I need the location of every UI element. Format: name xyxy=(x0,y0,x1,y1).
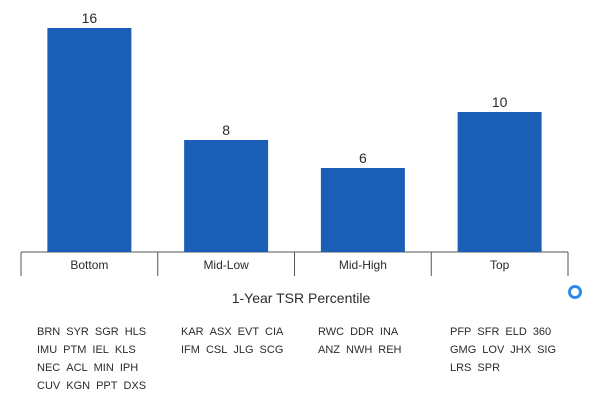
category-label: Bottom xyxy=(70,258,108,272)
ticker-code: IPH xyxy=(119,362,139,374)
ticker-line: RWC DDR INA xyxy=(318,323,408,341)
ticker-code: INA xyxy=(379,326,399,338)
ticker-code: DDR xyxy=(350,326,374,338)
ticker-code: SCG xyxy=(259,344,284,356)
ticker-code: LOV xyxy=(482,344,505,356)
ticker-line: IMU PTM IEL KLS xyxy=(37,341,152,359)
bar xyxy=(320,168,405,252)
category-label: Top xyxy=(490,258,510,272)
ticker-line: BRN SYR SGR HLS xyxy=(37,323,152,341)
ticker-code: JLG xyxy=(233,344,254,356)
ticker-group: PFP SFR ELD 360 GMG LOV JHX SIG LRS SPR xyxy=(450,323,562,377)
ticker-line: LRS SPR xyxy=(450,359,562,377)
ticker-code: DXS xyxy=(123,380,147,392)
ticker-code: SIG xyxy=(537,344,557,356)
ticker-group: KAR ASX EVT CIA IFM CSL JLG SCG xyxy=(181,323,289,359)
ticker-group: BRN SYR SGR HLS IMU PTM IEL KLS NEC ACL MIN IPH CUV K… xyxy=(37,323,152,395)
bar xyxy=(184,140,269,252)
ticker-code: PPT xyxy=(96,380,118,392)
ticker-code: KLS xyxy=(114,344,136,356)
ticker-code: REH xyxy=(378,344,402,356)
category-label: Mid-High xyxy=(339,258,387,272)
ticker-code: MIN xyxy=(93,362,114,374)
ticker-code: ACL xyxy=(66,362,88,374)
ticker-code: IEL xyxy=(92,344,109,356)
ticker-code: CSL xyxy=(205,344,228,356)
x-axis-title: 1-Year TSR Percentile xyxy=(231,290,371,306)
bar-value-label: 16 xyxy=(82,10,98,26)
ticker-code: PFP xyxy=(450,326,472,338)
ticker-code: ANZ xyxy=(318,344,340,356)
ticker-code: SPR xyxy=(477,362,501,374)
ticker-code: SYR xyxy=(66,326,89,338)
bar-value-label: 10 xyxy=(492,94,508,110)
ticker-line: ANZ NWH REH xyxy=(318,341,408,359)
ticker-line: KAR ASX EVT CIA xyxy=(181,323,289,341)
ticker-line: NEC ACL MIN IPH xyxy=(37,359,152,377)
bar xyxy=(47,28,132,252)
ticker-code: JHX xyxy=(510,344,532,356)
ticker-code: EVT xyxy=(237,326,260,338)
ticker-line: PFP SFR ELD 360 xyxy=(450,323,562,341)
bar-value-label: 8 xyxy=(222,122,230,138)
ticker-code: 360 xyxy=(532,326,552,338)
bar-value-label: 6 xyxy=(359,150,367,166)
ticker-code: LRS xyxy=(450,362,472,374)
ticker-line: IFM CSL JLG SCG xyxy=(181,341,289,359)
ticker-code: SFR xyxy=(477,326,500,338)
ticker-code: CUV xyxy=(37,380,61,392)
ticker-code: CIA xyxy=(265,326,284,338)
bar xyxy=(457,112,542,252)
bar-chart: 16 Bottom 8 Mid-Low 6 Mid-High 10 Top xyxy=(20,10,569,276)
ticker-code: KAR xyxy=(181,326,204,338)
ticker-code: PTM xyxy=(63,344,87,356)
ticker-code: ELD xyxy=(505,326,527,338)
ticker-code: GMG xyxy=(450,344,477,356)
ticker-group: RWC DDR INA ANZ NWH REH xyxy=(318,323,408,359)
category-label: Mid-Low xyxy=(203,258,249,272)
ticker-code: ASX xyxy=(209,326,232,338)
ticker-code: HLS xyxy=(124,326,147,338)
ticker-code: KGN xyxy=(66,380,91,392)
ticker-code: IMU xyxy=(37,344,58,356)
ticker-line: CUV KGN PPT DXS xyxy=(37,377,152,395)
ticker-line: GMG LOV JHX SIG xyxy=(450,341,562,359)
ticker-code: NEC xyxy=(37,362,61,374)
ring-icon xyxy=(568,285,582,299)
ticker-code: NWH xyxy=(346,344,373,356)
ticker-code: IFM xyxy=(181,344,200,356)
ticker-code: RWC xyxy=(318,326,345,338)
ticker-code: SGR xyxy=(94,326,119,338)
ticker-code: BRN xyxy=(37,326,61,338)
